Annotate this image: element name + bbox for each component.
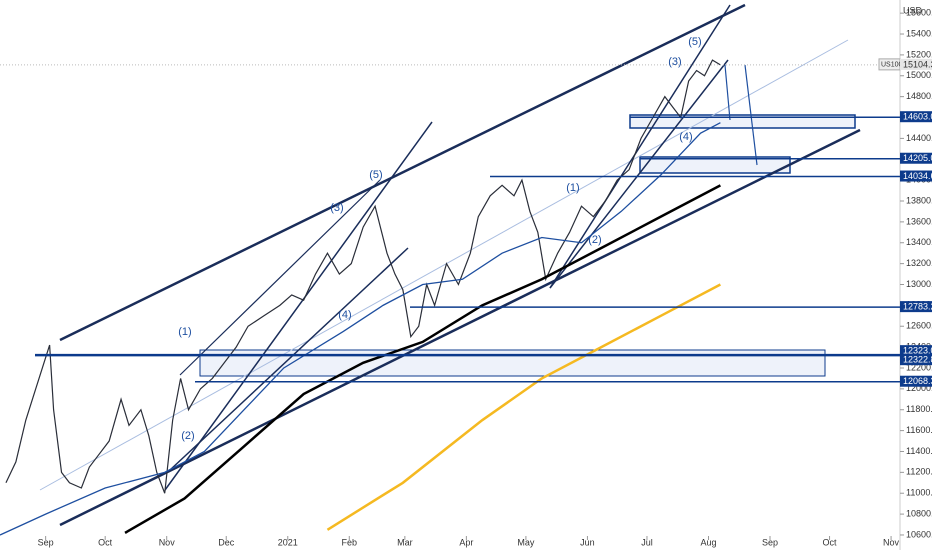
y-tick-label: 12600.0 <box>906 321 932 331</box>
wave-label: (4) <box>679 131 692 143</box>
y-tick-label: 11600.0 <box>906 425 932 435</box>
level-tag <box>900 354 932 366</box>
y-tick-label: 13200.0 <box>906 258 932 268</box>
level-tag <box>900 170 932 182</box>
y-tick-label: 10600.0 <box>906 529 932 539</box>
y-tick-label: 11400.0 <box>906 446 932 456</box>
level-label: 12783.2 <box>903 301 932 311</box>
x-tick-label: Aug <box>700 537 716 547</box>
y-tick-label: 15400.0 <box>906 28 932 38</box>
wave-label: (1) <box>178 326 191 338</box>
level-label: 14603.0 <box>903 112 932 122</box>
y-tick-label: 11000.0 <box>906 488 932 498</box>
y-tick-label: 15000.0 <box>906 70 932 80</box>
level-label: 12068.3 <box>903 376 932 386</box>
level-tag <box>900 375 932 387</box>
symbol: US100 <box>881 62 903 69</box>
y-tick-label: 13000.0 <box>906 279 932 289</box>
x-tick-label: Nov <box>159 537 176 547</box>
y-tick-label: 12000.0 <box>906 383 932 393</box>
wave-label: (2) <box>181 430 194 442</box>
series-line <box>5 59 721 494</box>
y-tick-label: 11200.0 <box>906 467 932 477</box>
y-tick-label: 15200.0 <box>906 49 932 59</box>
y-tick-label: 13600.0 <box>906 216 932 226</box>
x-tick-label: Sep <box>38 537 54 547</box>
x-tick-label: Oct <box>98 537 113 547</box>
level-label: 12322.8 <box>903 355 932 365</box>
level-tag <box>900 345 932 357</box>
level-label: 14034.6 <box>903 171 932 181</box>
y-tick-label: 10800.0 <box>906 508 932 518</box>
level-label: 12323.0 <box>903 346 932 356</box>
series-line <box>326 283 721 531</box>
y-tick-label: 14800.0 <box>906 91 932 101</box>
wave-label: (3) <box>330 202 343 214</box>
wave-label: (1) <box>566 182 579 194</box>
price-tag <box>900 58 932 70</box>
wave-label: (3) <box>668 56 681 68</box>
level-tag <box>900 301 932 313</box>
y-tick-label: 13800.0 <box>906 195 932 205</box>
wave-label: (5) <box>369 169 382 181</box>
y-tick-label: 15600.0 <box>906 8 932 18</box>
x-tick-label: Oct <box>823 537 838 547</box>
x-tick-label: Feb <box>342 537 358 547</box>
wave-label: (5) <box>688 36 701 48</box>
y-tick-label: 11800.0 <box>906 404 932 414</box>
x-tick-label: Jun <box>580 537 595 547</box>
series-line <box>0 122 721 536</box>
x-tick-label: Nov <box>883 537 900 547</box>
y-tick-label: 13400.0 <box>906 237 932 247</box>
x-tick-label: Apr <box>459 537 473 547</box>
wave-label: (4) <box>338 309 351 321</box>
last-price: 15104.3 <box>903 59 932 69</box>
x-tick-label: Sep <box>762 537 778 547</box>
level-tag <box>900 111 932 123</box>
level-tag <box>900 152 932 164</box>
x-tick-label: Dec <box>218 537 235 547</box>
x-tick-label: Jul <box>641 537 653 547</box>
currency: USD <box>903 5 923 15</box>
y-tick-label: 12200.0 <box>906 362 932 372</box>
x-tick-label: Mar <box>397 537 413 547</box>
x-tick-label: 2021 <box>278 537 298 547</box>
y-tick-label: 14400.0 <box>906 133 932 143</box>
x-tick-label: May <box>517 537 535 547</box>
level-label: 14205.0 <box>903 153 932 163</box>
series-line <box>124 184 721 534</box>
wave-label: (2) <box>588 234 601 246</box>
